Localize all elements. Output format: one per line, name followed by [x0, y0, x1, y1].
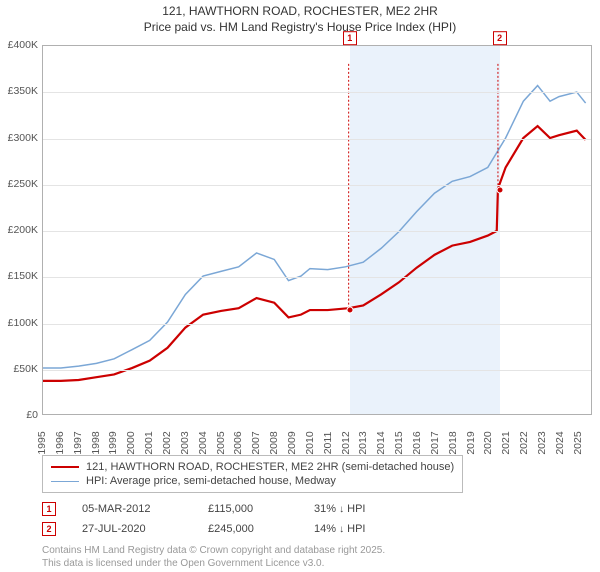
transaction-marker: 1	[343, 31, 357, 45]
transaction-list: 1 05-MAR-2012 £115,000 31% ↓ HPI 2 27-JUL-202…	[42, 499, 590, 539]
series-line	[43, 86, 586, 368]
legend: 121, HAWTHORN ROAD, ROCHESTER, ME2 2HR (…	[42, 455, 463, 493]
gridline	[43, 277, 591, 278]
x-axis-label: 2008	[268, 432, 280, 455]
x-axis-label: 1996	[54, 432, 66, 455]
copyright: Contains HM Land Registry data © Crown c…	[42, 544, 590, 570]
gridline	[43, 92, 591, 93]
chart-lines	[43, 46, 591, 414]
series-line	[43, 126, 586, 381]
x-axis-label: 1997	[72, 432, 84, 455]
y-axis-label: £300K	[8, 132, 38, 144]
copyright-line-1: Contains HM Land Registry data © Crown c…	[42, 544, 590, 557]
gridline	[43, 231, 591, 232]
y-axis-label: £250K	[8, 178, 38, 190]
gridline	[43, 324, 591, 325]
x-axis-label: 2024	[554, 432, 566, 455]
transaction-row: 2 27-JUL-2020 £245,000 14% ↓ HPI	[42, 519, 590, 539]
x-axis-label: 2025	[572, 432, 584, 455]
transaction-vs-hpi: 31% ↓ HPI	[314, 503, 365, 515]
y-axis-label: £150K	[8, 270, 38, 282]
x-axis-label: 2013	[357, 432, 369, 455]
x-axis-label: 2000	[125, 432, 137, 455]
x-axis-label: 2022	[518, 432, 530, 455]
transaction-dot	[346, 306, 353, 313]
transaction-marker: 2	[493, 31, 507, 45]
y-axis-label: £100K	[8, 317, 38, 329]
x-axis-label: 2010	[304, 432, 316, 455]
transaction-price: £115,000	[208, 503, 288, 515]
chart-title: 121, HAWTHORN ROAD, ROCHESTER, ME2 2HR P…	[0, 0, 600, 41]
x-axis-label: 2011	[322, 432, 334, 455]
x-axis-label: 2006	[232, 432, 244, 455]
transaction-dot	[496, 186, 503, 193]
y-axis-label: £0	[26, 409, 38, 421]
footer: 121, HAWTHORN ROAD, ROCHESTER, ME2 2HR (…	[0, 451, 600, 572]
transaction-vs-hpi: 14% ↓ HPI	[314, 523, 365, 535]
x-axis-label: 2007	[250, 432, 262, 455]
x-axis-label: 1995	[36, 432, 48, 455]
x-axis-label: 2017	[429, 432, 441, 455]
title-line-2: Price paid vs. HM Land Registry's House …	[0, 20, 600, 36]
x-axis-label: 2001	[143, 432, 155, 455]
x-axis-label: 2018	[447, 432, 459, 455]
y-axis-label: £350K	[8, 85, 38, 97]
y-axis-label: £50K	[13, 363, 38, 375]
legend-swatch	[51, 481, 79, 482]
transaction-price: £245,000	[208, 523, 288, 535]
transaction-row: 1 05-MAR-2012 £115,000 31% ↓ HPI	[42, 499, 590, 519]
x-axis-label: 2021	[500, 432, 512, 455]
legend-label: HPI: Average price, semi-detached house,…	[86, 475, 336, 487]
y-axis-label: £200K	[8, 224, 38, 236]
x-axis-label: 2019	[465, 432, 477, 455]
transaction-date: 27-JUL-2020	[82, 523, 182, 535]
x-axis-label: 2009	[286, 432, 298, 455]
title-line-1: 121, HAWTHORN ROAD, ROCHESTER, ME2 2HR	[0, 4, 600, 20]
y-axis-label: £400K	[8, 39, 38, 51]
transaction-ref-icon: 2	[42, 522, 56, 536]
legend-swatch	[51, 466, 79, 468]
chart-container: 12 £0 £50K £100K £150K £200K £250K £300K £350K £…	[0, 41, 600, 451]
transaction-date: 05-MAR-2012	[82, 503, 182, 515]
x-axis-label: 1999	[107, 432, 119, 455]
x-axis-label: 2003	[179, 432, 191, 455]
x-axis-label: 2004	[197, 432, 209, 455]
copyright-line-2: This data is licensed under the Open Gov…	[42, 557, 590, 570]
legend-label: 121, HAWTHORN ROAD, ROCHESTER, ME2 2HR (…	[86, 461, 454, 473]
x-axis-label: 2015	[393, 432, 405, 455]
transaction-ref-icon: 1	[42, 502, 56, 516]
x-axis-label: 2023	[536, 432, 548, 455]
gridline	[43, 370, 591, 371]
x-axis-label: 2014	[375, 432, 387, 455]
plot-area: 12	[42, 45, 592, 415]
gridline	[43, 139, 591, 140]
x-axis-label: 2020	[482, 432, 494, 455]
legend-item: HPI: Average price, semi-detached house,…	[51, 474, 454, 488]
x-axis-label: 2002	[161, 432, 173, 455]
x-axis-label: 2005	[215, 432, 227, 455]
x-axis-label: 2012	[340, 432, 352, 455]
x-axis-label: 1998	[90, 432, 102, 455]
gridline	[43, 185, 591, 186]
x-axis-label: 2016	[411, 432, 423, 455]
legend-item: 121, HAWTHORN ROAD, ROCHESTER, ME2 2HR (…	[51, 460, 454, 474]
